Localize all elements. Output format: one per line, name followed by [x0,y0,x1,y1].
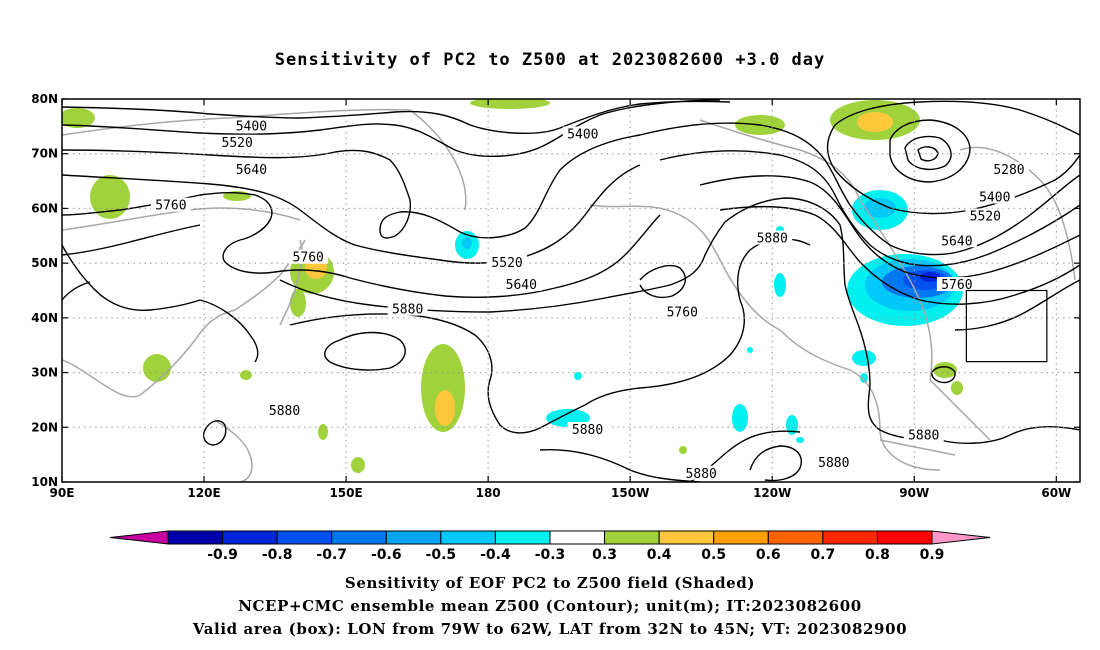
contour-label: 5640 [941,234,972,249]
contour-label: 5520 [491,256,522,271]
x-tick-label: 180 [476,486,501,500]
contour-label: 5760 [155,199,186,214]
contour-label: 5520 [222,136,253,151]
y-tick-label: 70N [31,147,58,161]
contour-label: 5880 [757,232,788,247]
grid-lines [62,99,1080,482]
contour-label: 5280 [993,163,1024,178]
contour-label-bg [288,249,329,264]
contour-label-bg [562,126,603,141]
sensitivity-shading [62,99,963,473]
contour-label-bg [813,454,854,469]
contour-label-bg [988,162,1029,177]
y-tick-label: 30N [31,366,58,380]
caption-contour: NCEP+CMC ensemble mean Z500 (Contour); u… [238,597,862,615]
x-tick-label: 60W [1041,486,1071,500]
map-frame [61,98,1081,483]
contour-label: 5880 [269,404,300,419]
contour-label-bg [217,134,258,149]
contour-label: 5880 [392,303,423,318]
contour-label: 5640 [506,278,537,293]
contour-label: 5880 [686,467,717,482]
y-tick-label: 20N [31,420,58,434]
contour-label-bg [903,427,944,442]
contour-label: 5400 [979,190,1010,205]
contour-label: 5640 [236,163,267,178]
contour-label-bg [936,233,977,248]
contour-label-bg [752,230,793,245]
sensitivity-map: 5400 5520 5640 5760 5760 5880 5880 5400 5520 5640… [31,92,1081,500]
contour-label-bg [501,277,542,292]
contour-label-bg [681,465,722,480]
contour-label-bg [231,162,272,177]
y-tick-label: 10N [31,475,58,489]
contour-label-bg [936,277,977,292]
contour-label-bg [974,189,1015,204]
y-tick-label: 50N [31,256,58,270]
contour-labels: 5400 5520 5640 5760 5760 5880 5880 5400 5520 5640… [150,118,1029,482]
x-tick-label: 90E [50,486,75,500]
contour-label: 5400 [236,119,267,134]
x-tick-label: 120E [187,486,220,500]
contour-label-bg [487,255,528,270]
contour-label: 5760 [667,305,698,320]
map-title: Sensitivity of PC2 to Z500 at 2023082600… [274,50,826,70]
contour-label-bg [150,197,191,212]
contour-label-bg [965,208,1006,223]
z500-contours [62,99,1080,482]
contour-label: 5880 [572,423,603,438]
y-tick-label: 40N [31,311,58,325]
x-tick-label: 120W [753,486,791,500]
contour-label: 5400 [567,128,598,143]
contour-label-bg [567,422,608,437]
y-tick-label: 60N [31,201,58,215]
x-tick-label: 150E [329,486,362,500]
contour-label-bg [264,402,305,417]
contour-label: 5520 [970,210,1001,225]
contour-label-bg [387,301,428,316]
contour-label: 5760 [293,251,324,266]
caption-valid-area: Valid area (box): LON from 79W to 62W, L… [192,620,908,638]
contour-label-bg [662,304,703,319]
valid-area-box [965,289,1048,363]
x-tick-label: 90W [899,486,929,500]
contour-label: 5880 [818,456,849,471]
contour-label-bg [231,118,272,133]
contour-label: 5880 [908,428,939,443]
y-tick-label: 80N [31,92,58,106]
contour-label: 5760 [941,278,972,293]
x-tick-label: 150W [611,486,649,500]
axis-ticks: 90E 120E 150E 180 150W 120W 90W 60W 10N 20N 30N 40N… [31,92,1080,500]
caption-shading: Sensitivity of EOF PC2 to Z500 field (Sh… [344,574,756,592]
